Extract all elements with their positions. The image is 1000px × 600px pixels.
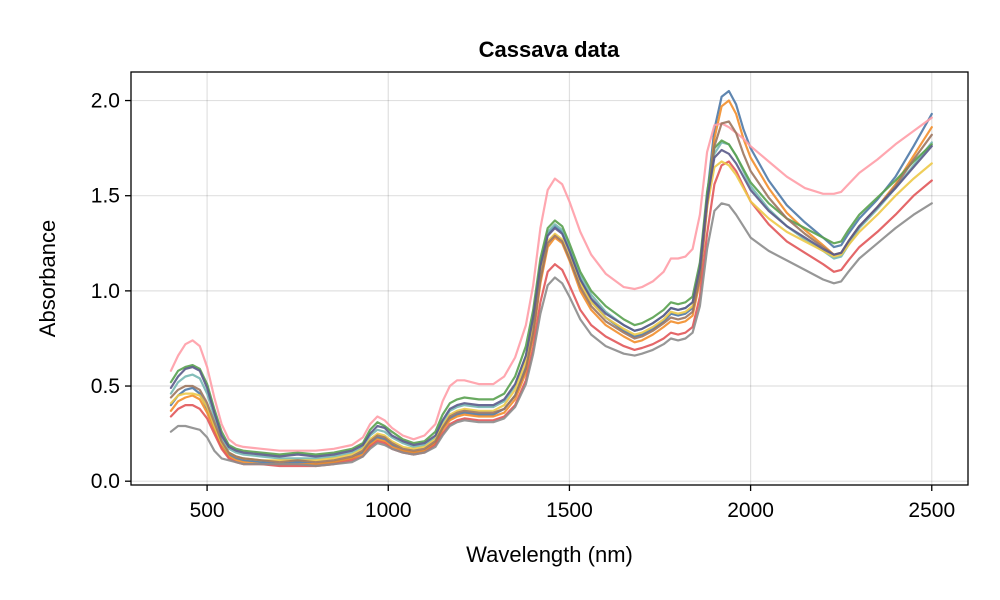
series-line-7 <box>169 116 933 452</box>
x-axis-label: Wavelength (nm) <box>466 542 633 567</box>
y-tick-label: 2.0 <box>91 90 120 113</box>
axis-ticks: 500 1000 1500 2000 2500 0.0 0.5 1.0 1.5 2.0 <box>91 90 955 522</box>
chart-title: Cassava data <box>479 37 620 62</box>
y-tick-label: 1.5 <box>91 185 120 208</box>
grid <box>131 72 968 485</box>
y-tick-label: 0.5 <box>91 375 120 398</box>
y-tick-label: 1.0 <box>91 280 120 303</box>
series-line-4 <box>169 141 933 460</box>
plot-frame <box>130 71 969 486</box>
y-tick-label: 0.0 <box>91 470 120 493</box>
series-line-5 <box>169 139 933 456</box>
x-tick-label: 1500 <box>546 499 593 522</box>
series-line-10 <box>169 145 933 458</box>
series-line-9 <box>169 202 933 468</box>
x-tick-label: 500 <box>190 499 225 522</box>
x-tick-label: 1000 <box>365 499 412 522</box>
series-line-8 <box>169 120 933 464</box>
series-line-6 <box>169 160 933 462</box>
x-tick-label: 2000 <box>727 499 774 522</box>
series-group <box>169 89 933 468</box>
x-tick-label: 2500 <box>908 499 955 522</box>
y-axis-label: Absorbance <box>35 220 60 337</box>
series-line-3 <box>169 160 933 468</box>
